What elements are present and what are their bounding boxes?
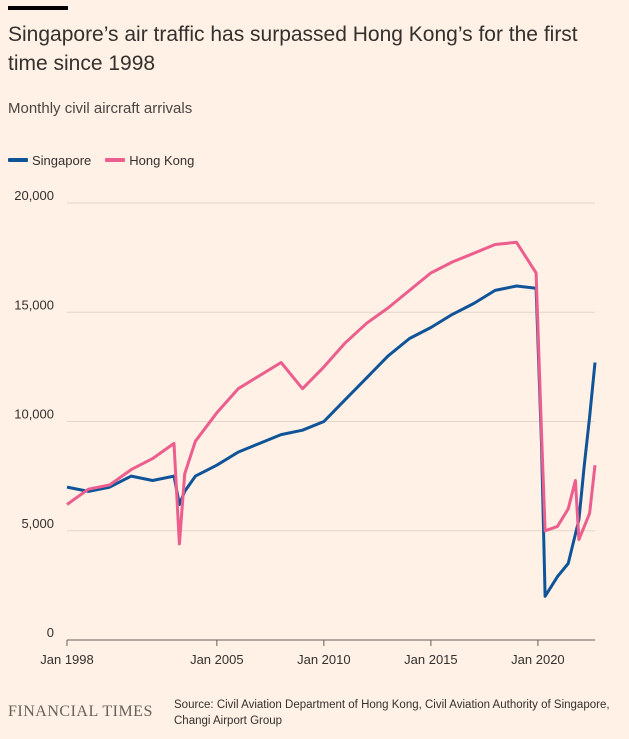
y-tick-label: 20,000 bbox=[14, 188, 54, 203]
legend-label-singapore: Singapore bbox=[32, 152, 92, 168]
line-chart: 0 5,000 10,000 15,000 20,000 Jan 1998 Jan 200… bbox=[14, 188, 597, 667]
source-note: Source: Civil Aviation Department of Hon… bbox=[174, 699, 610, 727]
chart-subtitle: Monthly civil aircraft arrivals bbox=[8, 100, 193, 117]
x-tick-label: Jan 2015 bbox=[404, 652, 458, 667]
series-line-hong-kong bbox=[66, 240, 597, 546]
y-tick-label: 5,000 bbox=[21, 516, 54, 531]
legend-label-hong-kong: Hong Kong bbox=[129, 152, 195, 168]
chart-title: Singapore’s air traffic has surpassed Ho… bbox=[8, 23, 578, 75]
legend: Singapore Hong Kong bbox=[8, 150, 208, 170]
x-axis: Jan 1998 Jan 2005 Jan 2010 Jan 2015 Jan 2020 bbox=[40, 640, 565, 667]
y-tick-label: 0 bbox=[47, 625, 54, 640]
series-lines bbox=[66, 240, 597, 598]
legend-item-singapore: Singapore bbox=[8, 153, 91, 168]
top-rule bbox=[8, 6, 68, 10]
legend-swatch-hong-kong bbox=[105, 158, 126, 162]
legend-item-hong-kong: Hong Kong bbox=[105, 153, 194, 168]
x-tick-label: Jan 2020 bbox=[511, 652, 565, 667]
y-axis-ticks: 0 5,000 10,000 15,000 20,000 bbox=[14, 188, 54, 640]
ft-logo: FINANCIAL TIMES bbox=[8, 703, 153, 720]
x-tick-label: Jan 1998 bbox=[40, 652, 94, 667]
y-tick-label: 15,000 bbox=[14, 297, 54, 312]
gridlines bbox=[67, 202, 595, 641]
x-tick-label: Jan 2010 bbox=[297, 652, 351, 667]
series-line-singapore bbox=[66, 284, 597, 598]
legend-swatch-singapore bbox=[8, 158, 28, 162]
x-tick-label: Jan 2005 bbox=[190, 652, 244, 667]
footer: FINANCIAL TIMES Source: Civil Aviation D… bbox=[8, 697, 623, 733]
y-tick-label: 10,000 bbox=[14, 407, 54, 422]
